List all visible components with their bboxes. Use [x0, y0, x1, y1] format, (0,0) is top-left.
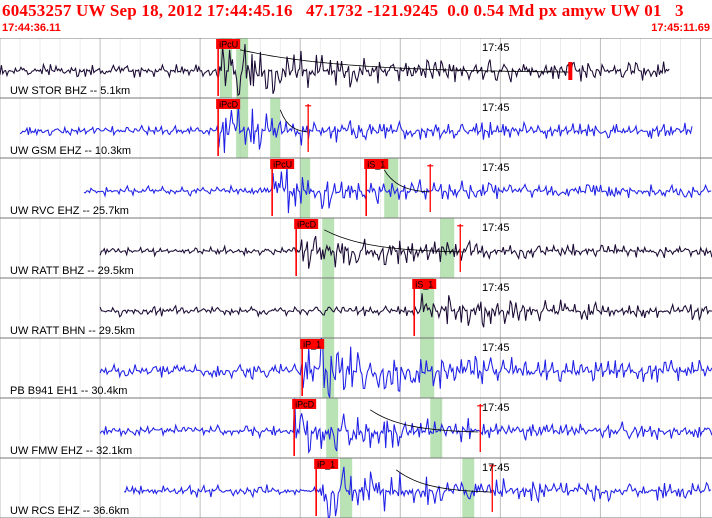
event-title: 60453257 UW Sep 18, 2012 17:44:45.16 47.… — [2, 1, 684, 20]
waveform — [124, 466, 712, 518]
row-time-label: 17:45 — [482, 42, 510, 54]
pick-label-box — [412, 279, 437, 289]
station-label: UW GSM EHZ -- 10.3km — [10, 145, 131, 157]
pick-label: iPcD — [219, 100, 239, 110]
trace-row: iPcD 17:45 UW GSM EHZ -- 10.3km — [10, 99, 693, 157]
row-time-label: 17:45 — [482, 402, 510, 414]
pick-label-box — [270, 159, 295, 169]
trace-row: iS_1 17:45 UW RATT BHN -- 29.5km — [10, 279, 712, 337]
window-band — [462, 458, 475, 518]
window-band — [440, 218, 455, 278]
pick-label-box — [364, 159, 389, 169]
pick-label: iS_1 — [367, 160, 385, 170]
waveform — [99, 338, 712, 398]
trace-row: iPcD 17:45 UW RATT BHZ -- 29.5km — [10, 219, 712, 277]
pick-label-box — [216, 39, 241, 49]
coda-curve — [324, 229, 466, 253]
pick-label: iP_1 — [303, 340, 321, 350]
window-end-time: 17:45:11.69 — [651, 22, 710, 34]
waveform — [99, 293, 712, 328]
pick-label: iPcU — [273, 160, 292, 170]
station-label: UW STOR BHZ -- 5.1km — [10, 85, 130, 97]
waveform — [99, 235, 712, 269]
coda-curve — [395, 469, 493, 493]
waveform — [19, 104, 693, 154]
waveform — [0, 44, 670, 97]
pick-label: iPcD — [297, 220, 317, 230]
window-band — [430, 398, 443, 458]
seismogram-panel[interactable]: iPcU 17:45 UW STOR BHZ -- 5.1km iPcD 17:45 UW… — [0, 38, 712, 518]
coda-curve — [240, 49, 571, 73]
pick-label-box — [216, 99, 241, 109]
station-label: UW RCS EHZ -- 36.6km — [10, 505, 129, 517]
waveform — [83, 166, 712, 214]
row-time-label: 17:45 — [482, 342, 510, 354]
station-label: UW RATT BHN -- 29.5km — [10, 325, 135, 337]
trace-row: iP_1 17:45 UW RCS EHZ -- 36.6km — [10, 459, 712, 518]
station-label: UW RVC EHZ -- 25.7km — [10, 205, 129, 217]
pick-label: iS_1 — [415, 280, 433, 290]
trace-row: iPcU iS_1 17:45 UW RVC EHZ -- 25.7km — [10, 159, 712, 217]
row-time-label: 17:45 — [482, 222, 510, 234]
pick-label: iPcU — [219, 40, 238, 50]
pick-label-box — [294, 219, 319, 229]
trace-row: iPcU 17:45 UW STOR BHZ -- 5.1km — [0, 39, 670, 97]
coda-curve — [279, 109, 308, 133]
row-time-label: 17:45 — [482, 282, 510, 294]
window-band — [300, 158, 311, 218]
trace-rows: iPcU 17:45 UW STOR BHZ -- 5.1km iPcD 17:45 UW… — [0, 39, 712, 518]
pick-label: iP_1 — [317, 460, 335, 470]
coda-curve — [383, 169, 430, 193]
window-band — [322, 338, 335, 398]
duration-end-marker — [568, 62, 573, 80]
trace-row: iP_1 17:45 PB B941 EH1 -- 30.4km — [10, 338, 712, 398]
waveform — [99, 398, 712, 455]
header-bar: 60453257 UW Sep 18, 2012 17:44:45.16 47.… — [0, 0, 712, 38]
pick-label: iPcD — [295, 400, 315, 410]
pick-label-box — [292, 399, 317, 409]
station-label: UW RATT BHZ -- 29.5km — [10, 265, 134, 277]
window-band — [322, 218, 335, 278]
row-time-label: 17:45 — [482, 102, 510, 114]
pick-label-box — [314, 459, 339, 469]
station-label: PB B941 EH1 -- 30.4km — [10, 385, 127, 397]
row-time-label: 17:45 — [482, 162, 510, 174]
row-time-label: 17:45 — [482, 462, 510, 474]
coda-curve — [369, 409, 479, 433]
trace-row: iPcD 17:45 UW FMW EHZ -- 32.1km — [10, 398, 712, 457]
window-start-time: 17:44:36.11 — [2, 22, 61, 34]
pick-label-box — [300, 339, 325, 349]
time-grid — [0, 38, 712, 518]
station-label: UW FMW EHZ -- 32.1km — [10, 445, 132, 457]
